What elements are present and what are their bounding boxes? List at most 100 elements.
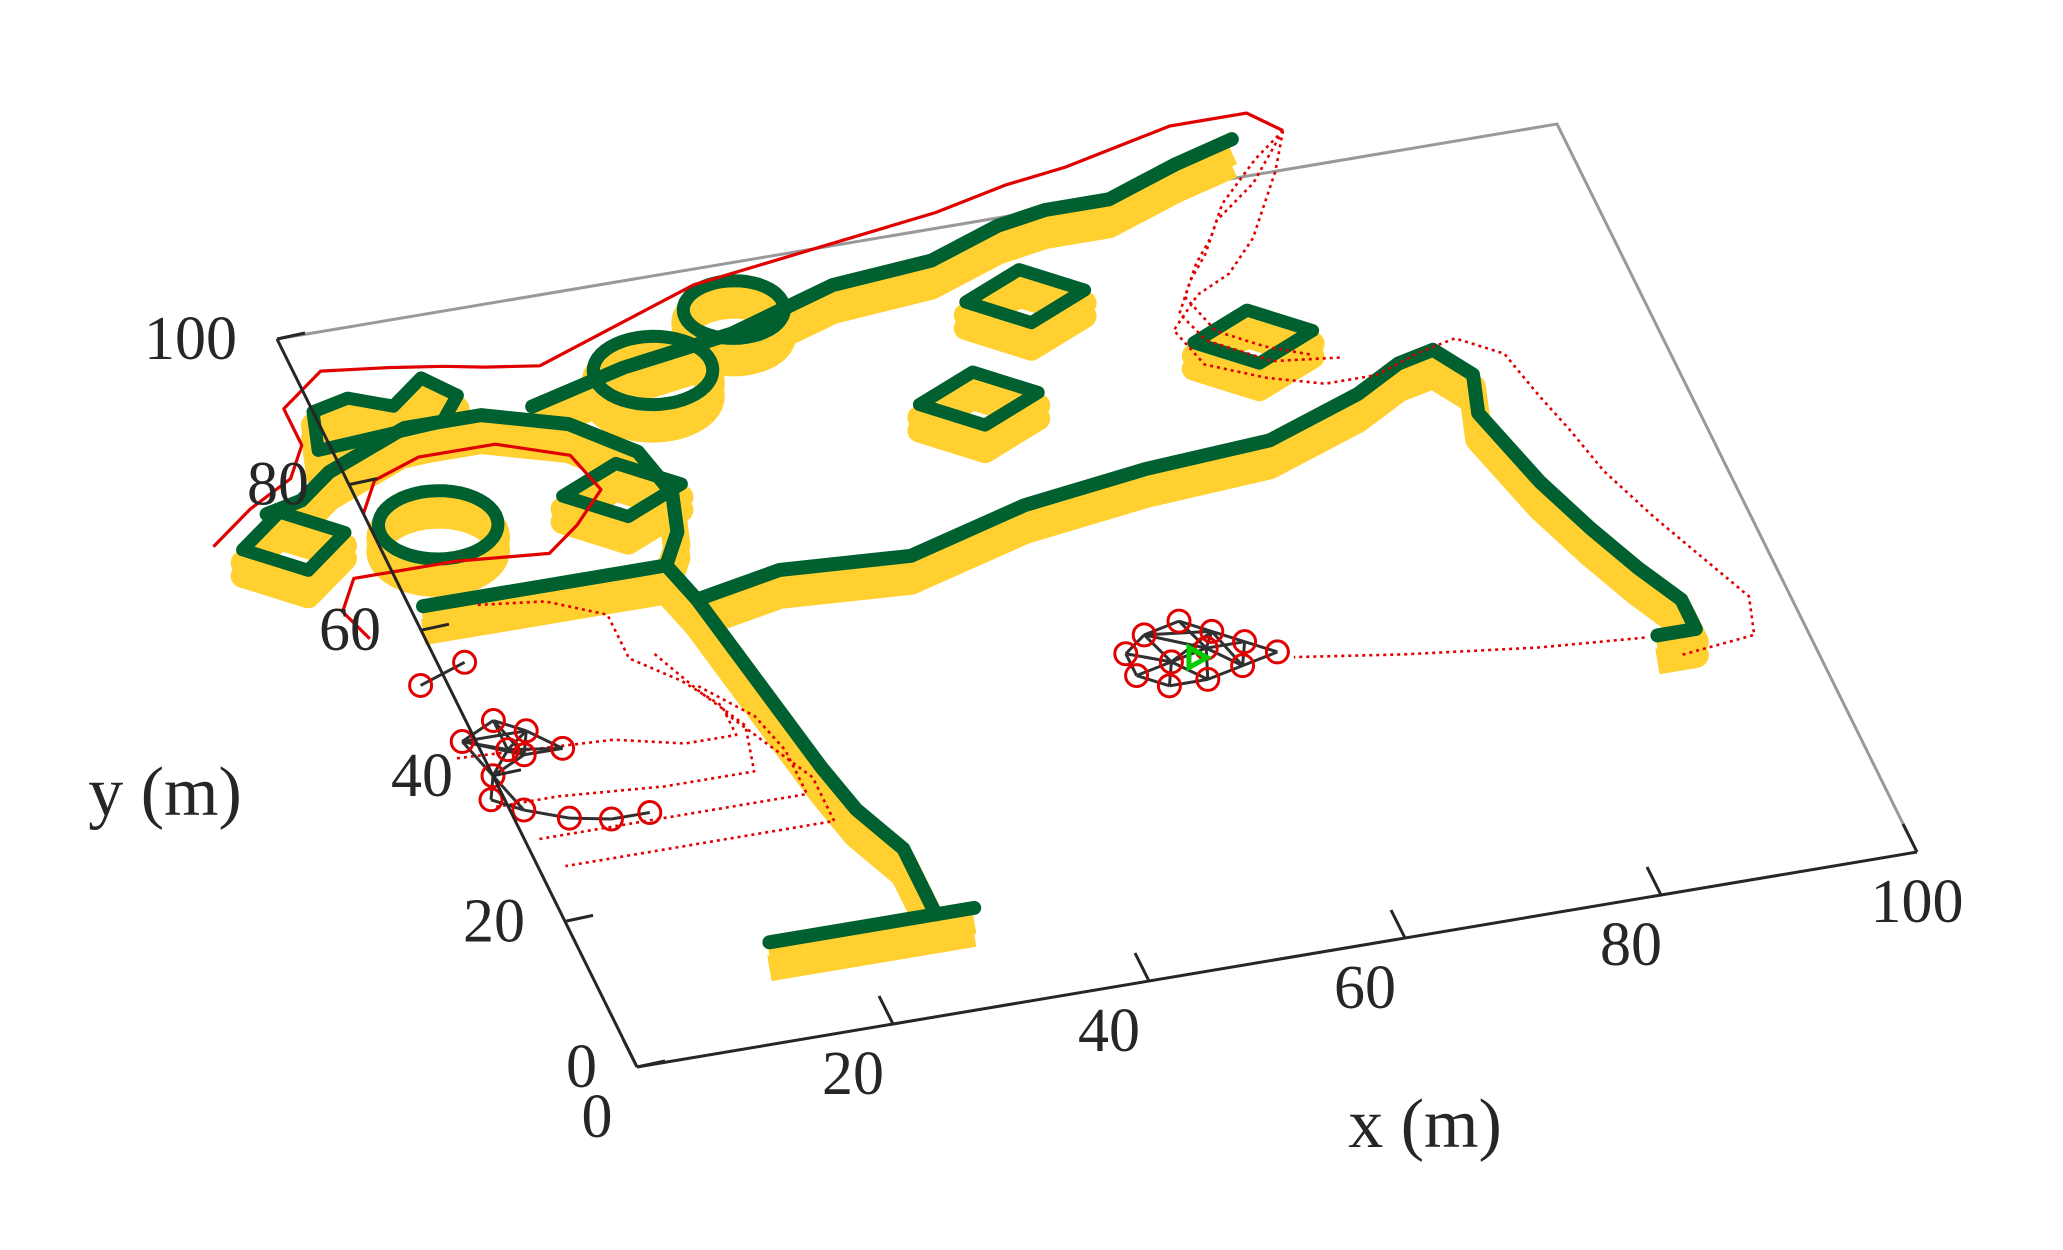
trajectory-line-4: [1183, 129, 1311, 356]
formation-link: [491, 748, 510, 777]
formation-link: [492, 719, 510, 751]
agent-marker-3: [1199, 618, 1225, 644]
y-tick: [492, 768, 522, 778]
plot-box: [276, 122, 1919, 853]
wall-square-right: [1187, 303, 1320, 370]
formation-link: [1210, 630, 1244, 667]
y-tick-label: 60: [319, 596, 381, 664]
wall-ring-top: [676, 274, 791, 345]
formation-link: [1136, 674, 1170, 688]
y-tick-label: 20: [463, 887, 525, 955]
wall-heart-shape: [306, 371, 464, 457]
wall-side-mid-right-corridor: [692, 349, 1709, 662]
x-tick-label: 0: [582, 1083, 613, 1151]
trajectory-line-9: [1293, 636, 1645, 659]
wall-side-mid-left-bar: [420, 565, 669, 633]
trajectory-line-6: [494, 653, 756, 809]
x-tick-label: 20: [822, 1040, 884, 1108]
box-far-edges: [276, 122, 1919, 853]
formation-link: [461, 719, 495, 743]
x-tick: [621, 1038, 639, 1068]
wall-side-mid-square-inner: [907, 373, 1051, 451]
x-axis-title: x (m): [1348, 1086, 1502, 1163]
wall-side-mid-square-left: [230, 513, 357, 596]
trajectory-line-3: [1178, 129, 1340, 363]
trajectory-line-7: [537, 684, 809, 841]
axes: 0 20 40 60 80 100 0 20 40 60 80 100: [144, 305, 1964, 1151]
formation-link: [1125, 652, 1172, 664]
agent-marker-9: [637, 800, 663, 826]
agent-marker-5: [478, 787, 504, 813]
x-tick: [877, 995, 895, 1025]
wall-side-mid-square-upper: [953, 270, 1097, 348]
agent-marker-8: [1156, 673, 1182, 699]
formation-link: [1211, 629, 1246, 644]
y-axis-line: [275, 338, 639, 1068]
formation-end: [1113, 608, 1290, 699]
x-tick: [1645, 866, 1663, 896]
agent-marker-8: [598, 806, 624, 832]
formation-link: [1244, 640, 1278, 654]
agent-marker-1: [1131, 622, 1157, 648]
formation-link: [461, 740, 495, 777]
formation-link: [1205, 646, 1244, 668]
agent-marker-0: [408, 672, 434, 698]
formation-link: [1204, 648, 1210, 680]
trajectory-line-5: [456, 600, 738, 760]
agent-marker-1: [452, 649, 478, 675]
agent-marker-10: [550, 735, 576, 761]
formation-link: [1205, 640, 1245, 650]
y-tick: [348, 477, 378, 487]
formation-start: [449, 708, 663, 832]
y-axis-title: y (m): [88, 754, 242, 831]
agent-marker-9: [1124, 663, 1150, 689]
wall-side-mid-ring-top: [671, 281, 797, 364]
agent-marker-1: [480, 708, 506, 734]
wall-tops: [236, 132, 1703, 950]
agent-marker-11: [495, 737, 521, 763]
wall-ring-left: [371, 484, 505, 566]
x-tick-label: 80: [1600, 911, 1662, 979]
formation-link: [491, 774, 525, 812]
agent-marker-4: [480, 763, 506, 789]
y-tick: [564, 913, 594, 923]
y-tick: [636, 1059, 666, 1069]
wall-square-inner: [912, 365, 1045, 432]
formation-link: [461, 740, 509, 752]
wall-upper-corridor: [525, 132, 1239, 414]
y-tick-label: 80: [247, 451, 309, 519]
agent-marker-0: [1113, 641, 1139, 667]
agent-marker-2: [513, 718, 539, 744]
wall-inner-arc: [259, 408, 685, 573]
y-tick-label: 40: [391, 742, 453, 810]
agent-marker-2: [1166, 608, 1192, 634]
formation-link: [1136, 660, 1172, 677]
formations: [408, 608, 1290, 832]
leader-marker: [1186, 643, 1213, 672]
formation-link: [1170, 660, 1209, 681]
agent-marker-5: [1264, 639, 1290, 665]
formation-link: [1178, 619, 1213, 633]
agent-marker-0: [449, 729, 475, 755]
formation-link: [1242, 650, 1278, 668]
agent-marker-10: [1158, 649, 1184, 675]
wall-left-bar: [416, 558, 674, 614]
agent-marker-6: [511, 797, 537, 823]
y-tick-label: 0: [566, 1033, 597, 1101]
formation-link: [1177, 620, 1208, 650]
x-axis-line: [636, 850, 1918, 1069]
wall-square-upper: [959, 263, 1092, 330]
y-tick: [420, 622, 450, 632]
formation-link: [1169, 677, 1209, 688]
x-tick-label: 60: [1334, 954, 1396, 1022]
wall-ring-mid: [586, 329, 720, 412]
formation-link: [611, 811, 651, 821]
agent-marker-6: [1230, 653, 1256, 679]
formation-link: [523, 808, 570, 820]
formation-link: [1143, 619, 1180, 637]
formation-link: [1204, 630, 1214, 649]
formation-link: [1143, 633, 1173, 663]
agent-marker-3: [511, 742, 537, 768]
formation-link: [492, 753, 526, 778]
